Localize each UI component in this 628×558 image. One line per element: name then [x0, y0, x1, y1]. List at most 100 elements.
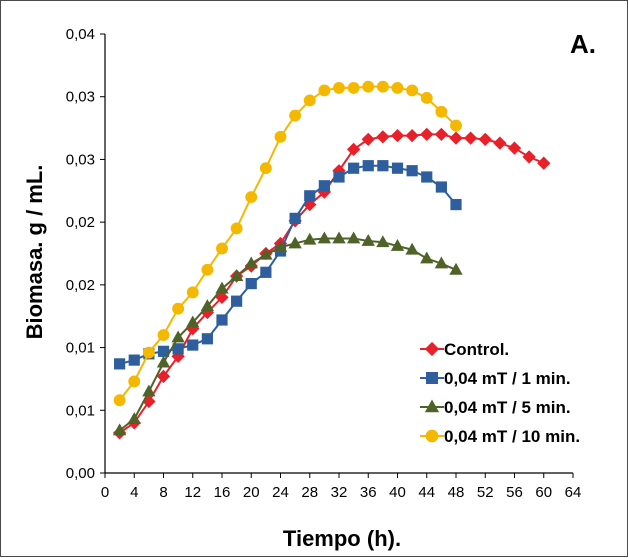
data-point-diamond — [463, 131, 478, 145]
data-point-square — [201, 333, 213, 345]
legend-marker-circle — [425, 429, 439, 443]
y-axis-title: Biomasa. g / mL. — [22, 165, 47, 340]
series-2 — [114, 160, 462, 370]
y-tick-label: 0,03 — [66, 89, 95, 106]
x-tick-label: 0 — [101, 484, 109, 501]
data-point-circle — [406, 84, 419, 97]
data-point-diamond — [156, 369, 171, 384]
legend-marker-diamond — [424, 341, 440, 357]
data-point-circle — [157, 329, 170, 341]
series-group — [112, 80, 551, 440]
data-point-diamond — [332, 164, 346, 178]
data-point-diamond — [449, 131, 463, 145]
x-tick-label: 52 — [477, 484, 494, 501]
legend-label: Control. — [444, 340, 509, 359]
data-point-triangle — [303, 232, 317, 245]
data-point-triangle — [156, 355, 171, 368]
legend-entry: 0,04 mT / 10 min. — [420, 427, 580, 446]
x-tick-label: 8 — [159, 484, 167, 501]
legend-entry: Control. — [420, 340, 509, 359]
data-point-circle — [333, 81, 345, 94]
x-tick-label: 60 — [535, 484, 552, 501]
data-point-square — [348, 162, 360, 174]
data-point-diamond — [537, 156, 551, 170]
panel-label: A. — [570, 29, 596, 59]
data-point-diamond — [522, 150, 536, 164]
x-tick-label: 44 — [418, 484, 435, 501]
data-point-square — [128, 354, 140, 366]
tick-marks: 0 4 8 12 16 20 24 28 32 36 40 44 48 52 56 60 640,000,010… — [66, 26, 582, 501]
data-point-circle — [318, 84, 331, 97]
data-point-circle — [172, 302, 185, 315]
series-line — [119, 164, 457, 365]
data-point-diamond — [478, 132, 492, 147]
data-point-square — [318, 180, 330, 192]
data-point-diamond — [434, 127, 449, 141]
x-tick-label: 4 — [130, 484, 138, 501]
legend-label: 0,04 mT / 10 min. — [444, 427, 580, 446]
data-point-diamond — [346, 142, 361, 157]
data-point-circle — [420, 92, 433, 104]
series-1 — [112, 127, 551, 440]
data-point-triangle — [200, 299, 215, 312]
data-point-circle — [362, 80, 375, 93]
legend-entry: 0,04 mT / 5 min. — [420, 398, 571, 417]
x-tick-label: 40 — [389, 484, 406, 501]
y-tick-label: 0,04 — [66, 26, 95, 43]
data-point-square — [421, 171, 433, 183]
data-point-circle — [128, 375, 141, 388]
legend-label: 0,04 mT / 1 min. — [444, 369, 571, 388]
series-line — [119, 237, 457, 432]
data-point-diamond — [303, 197, 317, 212]
data-point-circle — [391, 81, 404, 94]
x-axis-title: Tiempo (h). — [283, 526, 401, 551]
y-tick-label: 0,03 — [66, 151, 95, 168]
x-tick-label: 56 — [506, 484, 523, 501]
data-point-triangle — [449, 262, 463, 275]
data-point-diamond — [186, 322, 200, 336]
x-tick-label: 36 — [360, 484, 377, 501]
x-tick-label: 16 — [214, 484, 231, 501]
series-4 — [113, 80, 462, 407]
x-tick-label: 48 — [448, 484, 465, 501]
data-point-diamond — [507, 141, 522, 155]
series-line — [119, 133, 545, 434]
data-point-square — [245, 278, 257, 290]
data-point-triangle — [361, 233, 375, 246]
data-point-triangle — [229, 269, 244, 281]
data-point-square — [114, 358, 126, 370]
data-point-square — [377, 160, 389, 172]
data-point-square — [362, 160, 374, 172]
data-point-triangle — [317, 231, 332, 244]
data-point-diamond — [376, 130, 390, 144]
data-point-circle — [450, 119, 462, 132]
data-point-square — [450, 198, 462, 211]
data-point-triangle — [186, 315, 200, 328]
data-point-triangle — [376, 235, 390, 248]
data-point-triangle — [332, 231, 346, 244]
data-point-circle — [186, 286, 199, 299]
data-point-square — [231, 295, 243, 307]
data-point-circle — [303, 94, 316, 107]
data-point-triangle — [434, 256, 449, 269]
data-point-diamond — [361, 132, 375, 147]
data-point-square — [187, 339, 199, 351]
data-point-triangle — [259, 247, 273, 260]
data-point-square — [172, 343, 184, 355]
legend: Control. 0,04 mT / 1 min. 0,04 mT / 5 min.… — [420, 340, 580, 446]
y-tick-label: 0,02 — [66, 214, 95, 231]
data-point-square — [289, 212, 301, 224]
data-point-circle — [376, 80, 389, 93]
data-point-circle — [259, 162, 272, 175]
data-point-square — [391, 162, 404, 174]
y-tick-label: 0,01 — [66, 402, 95, 419]
data-point-triangle — [346, 231, 361, 244]
x-tick-label: 32 — [331, 484, 348, 501]
y-tick-label: 0,02 — [66, 277, 95, 294]
legend-marker-triangle — [424, 399, 440, 413]
data-point-diamond — [493, 136, 507, 150]
data-point-circle — [435, 105, 448, 118]
x-tick-label: 64 — [565, 484, 582, 501]
